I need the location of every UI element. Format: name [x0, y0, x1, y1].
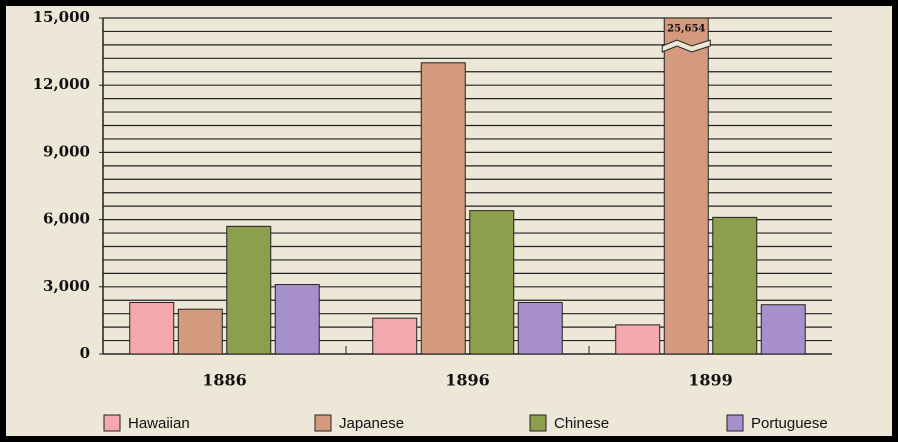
value-label: 25,654 [667, 24, 705, 35]
bar [177, 308, 223, 355]
x-tick-label: 1886 [202, 371, 247, 390]
bar [274, 284, 320, 355]
axis-break [661, 39, 711, 53]
y-tick-label: 3,000 [43, 277, 90, 295]
x-tick-label: 1899 [688, 371, 733, 390]
legend-swatch [726, 414, 744, 432]
legend-label: Chinese [554, 415, 609, 432]
bar [469, 210, 515, 355]
bar [420, 62, 466, 355]
legend-label: Hawaiian [128, 415, 190, 432]
x-tick-label: 1896 [445, 371, 490, 390]
y-tick-label: 0 [80, 344, 90, 362]
legend-label: Japanese [339, 415, 404, 432]
legend-label: Portuguese [751, 415, 828, 432]
y-tick-label: 6,000 [43, 210, 90, 228]
y-tick-label: 15,000 [33, 8, 90, 26]
bar [226, 225, 272, 355]
bar [372, 317, 418, 355]
legend-swatch [314, 414, 332, 432]
bar [517, 301, 563, 355]
y-tick-label: 12,000 [33, 75, 90, 93]
bar [712, 216, 758, 355]
bar [129, 301, 175, 355]
y-tick-label: 9,000 [43, 142, 90, 160]
legend-swatch [529, 414, 547, 432]
legend-swatch [103, 414, 121, 432]
bar [615, 324, 661, 355]
bar [663, 17, 709, 355]
bar [760, 304, 806, 355]
